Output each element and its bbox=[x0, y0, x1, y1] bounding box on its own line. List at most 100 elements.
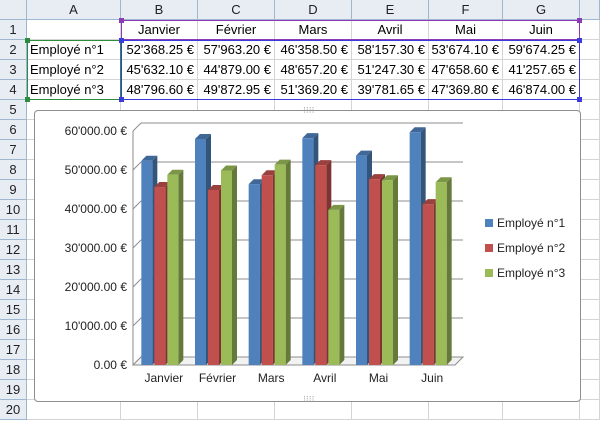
cell[interactable] bbox=[580, 60, 600, 80]
cell[interactable] bbox=[198, 400, 275, 420]
row-header-12[interactable]: 12 bbox=[0, 240, 27, 260]
bar-top bbox=[302, 133, 319, 139]
bar-top bbox=[422, 199, 439, 205]
bar-side bbox=[446, 177, 452, 365]
row-header-19[interactable]: 19 bbox=[0, 380, 27, 400]
column-header-C[interactable]: C bbox=[198, 0, 275, 20]
row-header-1[interactable]: 1 bbox=[0, 20, 27, 40]
range-resize-handle[interactable] bbox=[119, 38, 124, 43]
cell[interactable] bbox=[503, 400, 580, 420]
column-header-G[interactable]: G bbox=[503, 0, 580, 20]
bar bbox=[195, 138, 206, 365]
resize-grip-bottom[interactable]: ⁝⁝⁝⁝ bbox=[303, 394, 315, 404]
x-tick-label: Mars bbox=[258, 371, 285, 385]
column-header-h[interactable] bbox=[580, 0, 600, 20]
cell[interactable]: 53'674.10 € bbox=[429, 40, 503, 60]
cell[interactable] bbox=[580, 320, 600, 340]
bar-top bbox=[382, 175, 398, 181]
row-header-5[interactable]: 5 bbox=[0, 100, 27, 120]
cell[interactable] bbox=[580, 120, 600, 140]
cell[interactable] bbox=[275, 400, 352, 420]
cell[interactable]: 44'879.00 € bbox=[198, 60, 275, 80]
row-header-18[interactable]: 18 bbox=[0, 360, 27, 380]
bar-side bbox=[393, 175, 398, 365]
cell[interactable] bbox=[352, 400, 429, 420]
cell[interactable] bbox=[27, 20, 121, 40]
chart-area[interactable]: 0.00 € 10'000.00 € 20'000.00 € 30'000.00 € 4… bbox=[34, 106, 581, 404]
cell[interactable]: 45'632.10 € bbox=[121, 60, 198, 80]
cell[interactable]: 47'658.60 € bbox=[429, 60, 503, 80]
range-resize-handle[interactable] bbox=[25, 38, 30, 43]
bar-side bbox=[339, 204, 345, 365]
cell[interactable] bbox=[580, 80, 600, 100]
column-header-D[interactable]: D bbox=[275, 0, 352, 20]
range-resize-handle[interactable] bbox=[577, 97, 582, 102]
row-header-2[interactable]: 2 bbox=[0, 40, 27, 60]
bar-top bbox=[315, 160, 332, 166]
column-header-A[interactable]: A bbox=[27, 0, 121, 20]
cell[interactable]: 46'358.50 € bbox=[275, 40, 352, 60]
cell[interactable] bbox=[580, 340, 600, 360]
row-header-13[interactable]: 13 bbox=[0, 260, 27, 280]
row-header-20[interactable]: 20 bbox=[0, 400, 27, 420]
cell[interactable] bbox=[27, 400, 121, 420]
row-header-4[interactable]: 4 bbox=[0, 80, 27, 100]
bar-top bbox=[409, 127, 426, 133]
bar-top bbox=[274, 159, 291, 165]
cell[interactable] bbox=[580, 380, 600, 400]
cell[interactable]: 57'963.20 € bbox=[198, 40, 275, 60]
cell[interactable] bbox=[580, 280, 600, 300]
row-header-6[interactable]: 6 bbox=[0, 120, 27, 140]
cell[interactable]: 58'157.30 € bbox=[352, 40, 429, 60]
cell[interactable] bbox=[580, 20, 600, 40]
row-header-16[interactable]: 16 bbox=[0, 320, 27, 340]
cell[interactable] bbox=[580, 220, 600, 240]
column-header-F[interactable]: F bbox=[429, 0, 503, 20]
legend-swatch bbox=[485, 244, 493, 252]
range-resize-handle[interactable] bbox=[119, 18, 124, 23]
resize-grip-top[interactable]: ⁝⁝⁝⁝ bbox=[303, 105, 315, 115]
cell[interactable] bbox=[580, 240, 600, 260]
cell[interactable] bbox=[429, 400, 503, 420]
column-header-B[interactable]: B bbox=[121, 0, 198, 20]
range-resize-handle[interactable] bbox=[25, 97, 30, 102]
bar-side bbox=[232, 165, 237, 365]
cell[interactable]: 48'657.20 € bbox=[275, 60, 352, 80]
column-header-E[interactable]: E bbox=[352, 0, 429, 20]
row-header-15[interactable]: 15 bbox=[0, 300, 27, 320]
row-header-11[interactable]: 11 bbox=[0, 220, 27, 240]
legend-label: Employé n°2 bbox=[497, 241, 565, 255]
cell[interactable] bbox=[580, 400, 600, 420]
cell[interactable] bbox=[580, 140, 600, 160]
range-resize-handle[interactable] bbox=[119, 97, 124, 102]
row-header-10[interactable]: 10 bbox=[0, 200, 27, 220]
cell[interactable] bbox=[580, 40, 600, 60]
bar bbox=[274, 164, 286, 365]
cell[interactable] bbox=[580, 200, 600, 220]
cell[interactable] bbox=[580, 260, 600, 280]
range-resize-handle[interactable] bbox=[577, 18, 582, 23]
cell[interactable] bbox=[580, 300, 600, 320]
cell[interactable] bbox=[580, 100, 600, 120]
gridline-depth bbox=[132, 239, 142, 249]
cell[interactable] bbox=[580, 360, 600, 380]
row-header-9[interactable]: 9 bbox=[0, 180, 27, 200]
row-header-14[interactable]: 14 bbox=[0, 280, 27, 300]
row-header-17[interactable]: 17 bbox=[0, 340, 27, 360]
cell[interactable] bbox=[580, 180, 600, 200]
row-header-3[interactable]: 3 bbox=[0, 60, 27, 80]
cell[interactable] bbox=[580, 160, 600, 180]
category-range bbox=[121, 20, 580, 40]
gridline-depth bbox=[132, 122, 142, 132]
gridline-depth bbox=[132, 200, 142, 210]
range-resize-handle[interactable] bbox=[577, 38, 582, 43]
cell[interactable] bbox=[121, 400, 198, 420]
cell[interactable]: 51'247.30 € bbox=[352, 60, 429, 80]
bar-side bbox=[178, 169, 184, 365]
row-header-7[interactable]: 7 bbox=[0, 140, 27, 160]
select-all-corner[interactable] bbox=[0, 0, 27, 20]
bar bbox=[356, 155, 367, 365]
x-tick-label: Juin bbox=[421, 371, 443, 385]
cell[interactable]: 52'368.25 € bbox=[121, 40, 198, 60]
row-header-8[interactable]: 8 bbox=[0, 160, 27, 180]
